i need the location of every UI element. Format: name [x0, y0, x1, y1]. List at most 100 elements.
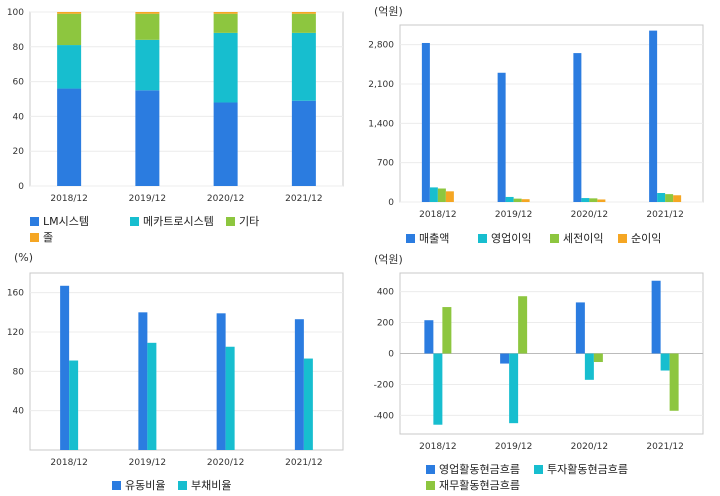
chart-1-legend-swatch-0 [30, 217, 39, 226]
chart-3-legend-label-1: 부채비율 [191, 479, 232, 492]
chart-2-legend-item-3: 순이익 [618, 230, 661, 246]
chart-1-bar-2019-12-s0 [135, 90, 160, 186]
chart-1-bar-2018-12-s2 [57, 13, 82, 46]
chart-1-bar-2020-12-s3 [213, 12, 238, 14]
chart-4-bar-2018-12-s1 [433, 353, 443, 425]
chart-4-bar-2019-12-s1 [509, 353, 519, 424]
chart-1-legend-item-3: 졸 [30, 229, 53, 245]
chart-4-legend-swatch-2 [426, 481, 435, 490]
chart-4-bar-2019-12-s0 [500, 353, 510, 364]
chart-2-bar-2021-12-s1 [657, 193, 666, 202]
chart-1-bar-2021-12-s0 [291, 100, 316, 186]
chart-2-xtick-2020-12: 2020/12 [571, 210, 608, 220]
chart-2-xtick-2019-12: 2019/12 [495, 210, 532, 220]
chart-1-bar-2018-12-s0 [57, 88, 82, 186]
chart-3-xtick-2019-12: 2019/12 [129, 458, 166, 468]
chart-1-bar-2021-12-s1 [291, 32, 316, 101]
chart-2-ytick-0: 0 [388, 198, 394, 208]
chart-1-legend-item-2: 기타 [226, 213, 259, 229]
chart-4-bar-2018-12-s2 [442, 307, 452, 354]
chart-3-frame [29, 272, 344, 451]
chart-4-legend-item-0: 영업활동현금흐름 [426, 461, 520, 477]
chart-2-legend-label-3: 순이익 [631, 232, 662, 245]
chart-3-legend-item-0: 유동비율 [112, 477, 165, 493]
chart-2-bar-2020-12-s2 [589, 198, 598, 202]
chart-2-bar-2020-12-s3 [597, 199, 606, 202]
chart-1-bar-2019-12-s2 [135, 13, 160, 40]
chart-4-legend-swatch-1 [534, 465, 543, 474]
chart-1-bar-2021-12-s2 [291, 13, 316, 33]
chart-3-unit: (%) [14, 251, 34, 264]
chart-2-unit: (억원) [374, 5, 403, 18]
chart-3-bar-2021-12-s0 [294, 319, 304, 450]
chart-2-xtick-2018-12: 2018/12 [419, 210, 456, 220]
chart-1-ytick-60: 60 [13, 78, 25, 88]
chart-2-legend-swatch-3 [618, 234, 627, 243]
chart-4-xtick-2021-12: 2021/12 [646, 442, 683, 452]
chart-2-xtick-2021-12: 2021/12 [646, 210, 683, 220]
chart-4-legend-item-1: 투자활동현금흐름 [534, 461, 628, 477]
chart-1-legend-swatch-1 [130, 217, 139, 226]
chart-3-legend-label-0: 유동비율 [125, 479, 166, 492]
chart-1-legend-item-0: LM시스템 [30, 213, 89, 229]
chart-1-bar-2019-12-s1 [135, 39, 160, 91]
chart-2-legend: 매출액 영업이익 세전이익 순이익 [406, 230, 716, 246]
chart-4-xtick-2020-12: 2020/12 [571, 442, 608, 452]
chart-1-ytick-0: 0 [18, 182, 24, 192]
chart-1-legend-label-0: LM시스템 [43, 215, 89, 228]
chart-2-bar-2018-12-s2 [437, 188, 446, 202]
chart-1-ytick-100: 100 [7, 8, 24, 18]
chart-3-bar-2020-12-s0 [216, 313, 226, 450]
chart-1-ytick-40: 40 [13, 112, 25, 122]
chart-3-legend-swatch-0 [112, 481, 121, 490]
chart-4-bar-2021-12-s0 [651, 280, 661, 354]
chart-4-unit: (억원) [374, 253, 403, 266]
chart-3-bar-2018-12-s0 [60, 285, 70, 450]
chart-2-bar-2020-12-s0 [573, 53, 582, 202]
chart-2-bar-2019-12-s2 [513, 198, 522, 202]
chart-1-svg: 0 20 40 60 80 100 2018/12 2019/12 2020/12 2021/12 [7, 8, 344, 204]
chart-1-bar-2019-12-s3 [135, 12, 160, 14]
chart-2-bar-2020-12-s1 [581, 198, 590, 202]
chart-3-ytick-40: 40 [13, 407, 25, 417]
chart-1-legend-item-1: 메카트로시스템 [130, 213, 214, 229]
chart-2-legend-item-2: 세전이익 [550, 230, 603, 246]
chart-2-bar-2021-12-s2 [665, 194, 674, 202]
chart-2-legend-swatch-1 [478, 234, 487, 243]
chart-2-legend-swatch-2 [550, 234, 559, 243]
chart-4-legend-label-1: 투자활동현금흐름 [547, 463, 628, 476]
chart-1-bar-2020-12-s0 [213, 102, 238, 186]
chart-4-bar-2020-12-s1 [584, 353, 594, 380]
chart-2-ytick-2800: 2,800 [368, 41, 394, 51]
chart-2-frame [399, 24, 704, 203]
chart-2-bar-2021-12-s0 [649, 30, 658, 202]
chart-panel-3: (%) 40 80 120 160 2018/12 2019/12 2020/12 2021/… [0, 248, 360, 496]
chart-2-ytick-1400: 1,400 [368, 119, 394, 129]
chart-4-ytick-400: -400 [374, 411, 395, 421]
chart-panel-2: (억원) 0 700 1,400 2,100 2,800 2018/12 2019/12 20… [360, 0, 720, 248]
chart-4-bar-2019-12-s2 [518, 296, 528, 354]
chart-3-ytick-120: 120 [7, 328, 24, 338]
chart-3-bar-2019-12-s0 [138, 312, 148, 450]
chart-1-xtick-2018-12: 2018/12 [50, 194, 87, 204]
chart-1-ytick-20: 20 [13, 147, 25, 157]
chart-panel-1: 0 20 40 60 80 100 2018/12 2019/12 2020/12 2021/12… [0, 0, 360, 248]
chart-3-xtick-2020-12: 2020/12 [207, 458, 244, 468]
chart-2-legend-label-0: 매출액 [419, 232, 450, 245]
chart-2-bar-2021-12-s3 [673, 195, 682, 202]
chart-3-svg: 40 80 120 160 2018/12 2019/12 2020/12 2021/12 [7, 272, 344, 468]
chart-3-legend-item-1: 부채비율 [178, 477, 231, 493]
chart-1-xtick-2019-12: 2019/12 [129, 194, 166, 204]
chart-2-bar-2019-12-s3 [521, 199, 530, 202]
chart-4-xtick-2019-12: 2019/12 [495, 442, 532, 452]
chart-4-legend-label-2: 재무활동현금흐름 [439, 479, 520, 492]
chart-2-ytick-700: 700 [377, 159, 394, 169]
chart-4-ytick-0: 0 [388, 350, 394, 360]
chart-2-bar-2018-12-s0 [421, 42, 430, 202]
chart-4-ytick-400: 400 [377, 288, 394, 298]
chart-3-ytick-160: 160 [7, 289, 24, 299]
chart-panel-4: (억원) -400 -200 0 200 400 2018/12 2019/12 2020/1… [360, 248, 720, 496]
chart-3-bar-2020-12-s1 [225, 346, 235, 450]
